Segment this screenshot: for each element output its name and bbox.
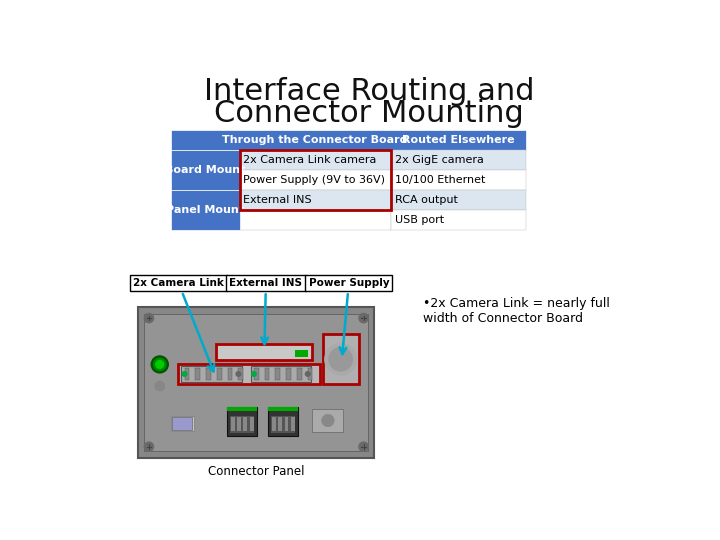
Text: Interface Routing and: Interface Routing and bbox=[204, 77, 534, 106]
Bar bbox=[230, 416, 254, 433]
Bar bbox=[284, 417, 289, 431]
Bar bbox=[243, 417, 248, 431]
Bar bbox=[250, 417, 253, 431]
Bar bbox=[171, 150, 240, 190]
Bar bbox=[228, 368, 233, 380]
Bar bbox=[215, 345, 312, 360]
Text: USB port: USB port bbox=[395, 215, 444, 225]
Text: 2x GigE camera: 2x GigE camera bbox=[395, 156, 483, 165]
Bar bbox=[240, 150, 391, 170]
Text: RCA output: RCA output bbox=[395, 195, 457, 205]
Text: External INS: External INS bbox=[243, 195, 312, 205]
Bar bbox=[265, 368, 269, 380]
Bar bbox=[171, 130, 526, 150]
Text: Connector Panel: Connector Panel bbox=[208, 465, 305, 478]
Circle shape bbox=[236, 372, 240, 376]
Bar bbox=[391, 190, 526, 211]
Bar bbox=[269, 407, 297, 411]
Bar bbox=[171, 416, 194, 431]
Text: •2x Camera Link = nearly full
width of Connector Board: •2x Camera Link = nearly full width of C… bbox=[423, 297, 610, 325]
Text: Routed Elsewhere: Routed Elsewhere bbox=[402, 135, 515, 145]
Circle shape bbox=[155, 381, 164, 390]
Text: Board Mount: Board Mount bbox=[166, 165, 246, 176]
Circle shape bbox=[325, 343, 356, 375]
Bar bbox=[323, 334, 359, 384]
Bar bbox=[312, 409, 343, 432]
Bar bbox=[172, 417, 192, 430]
Bar bbox=[240, 211, 391, 231]
Bar bbox=[144, 314, 368, 451]
Text: Panel Mount: Panel Mount bbox=[166, 205, 245, 215]
Bar bbox=[240, 190, 391, 211]
Bar bbox=[272, 417, 276, 431]
Bar bbox=[254, 368, 258, 380]
Circle shape bbox=[305, 372, 310, 376]
Circle shape bbox=[322, 414, 334, 427]
Bar bbox=[276, 368, 280, 380]
Text: 2x Camera Link camera: 2x Camera Link camera bbox=[243, 156, 377, 165]
Text: Through the Connector Board: Through the Connector Board bbox=[222, 135, 408, 145]
Bar bbox=[228, 407, 256, 436]
Bar bbox=[307, 368, 312, 380]
Text: External INS: External INS bbox=[230, 278, 302, 344]
Bar bbox=[391, 150, 526, 170]
Bar bbox=[240, 170, 391, 190]
Bar bbox=[391, 170, 526, 190]
Text: Connector Mounting: Connector Mounting bbox=[214, 99, 524, 128]
Bar bbox=[184, 368, 189, 380]
Bar bbox=[179, 363, 320, 384]
Bar bbox=[295, 350, 307, 356]
Text: 10/100 Ethernet: 10/100 Ethernet bbox=[395, 176, 485, 185]
Circle shape bbox=[153, 358, 166, 370]
Bar bbox=[238, 417, 241, 431]
Bar bbox=[269, 407, 297, 436]
Circle shape bbox=[359, 314, 368, 323]
Circle shape bbox=[144, 442, 153, 451]
Circle shape bbox=[359, 442, 368, 451]
Bar bbox=[297, 368, 302, 380]
Bar bbox=[181, 366, 241, 382]
Bar bbox=[195, 368, 200, 380]
Bar bbox=[231, 417, 235, 431]
Bar bbox=[138, 307, 374, 457]
Bar bbox=[391, 211, 526, 231]
Circle shape bbox=[151, 356, 168, 373]
Circle shape bbox=[329, 347, 353, 372]
Bar bbox=[271, 416, 295, 433]
Bar bbox=[171, 190, 240, 231]
Bar bbox=[291, 417, 294, 431]
Text: 2x Camera Link: 2x Camera Link bbox=[133, 278, 224, 372]
Bar bbox=[238, 368, 243, 380]
Circle shape bbox=[156, 361, 163, 368]
Bar bbox=[287, 368, 291, 380]
Bar bbox=[240, 150, 391, 211]
Bar bbox=[206, 368, 211, 380]
Circle shape bbox=[251, 372, 256, 376]
Bar bbox=[228, 407, 256, 411]
Bar bbox=[251, 366, 311, 382]
Circle shape bbox=[182, 372, 187, 376]
Text: Power Supply: Power Supply bbox=[309, 278, 390, 354]
Text: Power Supply (9V to 36V): Power Supply (9V to 36V) bbox=[243, 176, 385, 185]
Circle shape bbox=[144, 314, 153, 323]
Bar bbox=[217, 368, 222, 380]
Bar bbox=[279, 417, 282, 431]
